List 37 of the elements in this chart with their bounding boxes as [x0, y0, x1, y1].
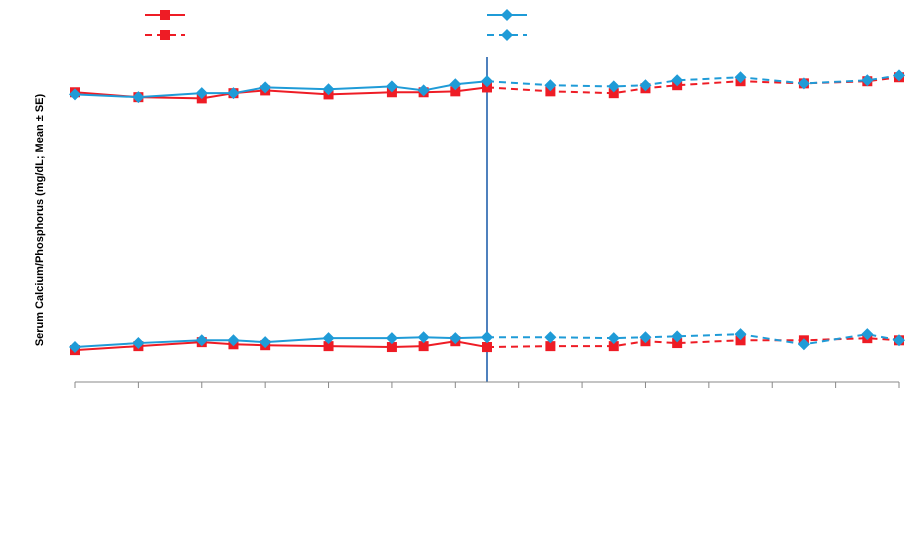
point [418, 341, 429, 352]
point [322, 332, 335, 344]
point [227, 334, 240, 346]
point [386, 342, 397, 352]
point [449, 78, 462, 90]
point [734, 328, 747, 340]
point [132, 337, 144, 350]
point [671, 74, 684, 86]
point [196, 87, 208, 100]
y-axis-title: Serum Calcium/Phosphorus (mg/dL; Mean ± SE) [34, 94, 46, 346]
point [893, 69, 905, 82]
point [69, 341, 81, 354]
point [544, 331, 556, 344]
point [386, 80, 398, 92]
point [798, 338, 810, 350]
point [69, 88, 81, 100]
point [418, 84, 430, 96]
point [545, 341, 556, 352]
point [608, 80, 620, 92]
point [322, 83, 335, 96]
point [734, 71, 747, 84]
point [861, 328, 874, 340]
point [259, 81, 272, 94]
point [481, 331, 493, 344]
point [671, 330, 684, 342]
point [259, 336, 272, 348]
point [449, 332, 462, 344]
point [482, 342, 492, 352]
point [639, 79, 652, 92]
point [639, 331, 652, 344]
point [608, 341, 619, 352]
point [196, 334, 208, 346]
point [608, 332, 620, 344]
point [386, 332, 398, 344]
point [418, 331, 430, 344]
point [481, 75, 493, 88]
point [544, 79, 556, 92]
